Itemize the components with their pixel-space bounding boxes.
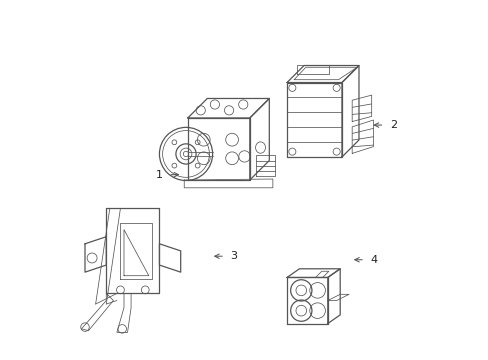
Text: 4: 4 — [369, 255, 377, 265]
Text: 2: 2 — [389, 120, 396, 130]
Text: 1: 1 — [156, 170, 163, 180]
Text: 3: 3 — [230, 251, 237, 261]
